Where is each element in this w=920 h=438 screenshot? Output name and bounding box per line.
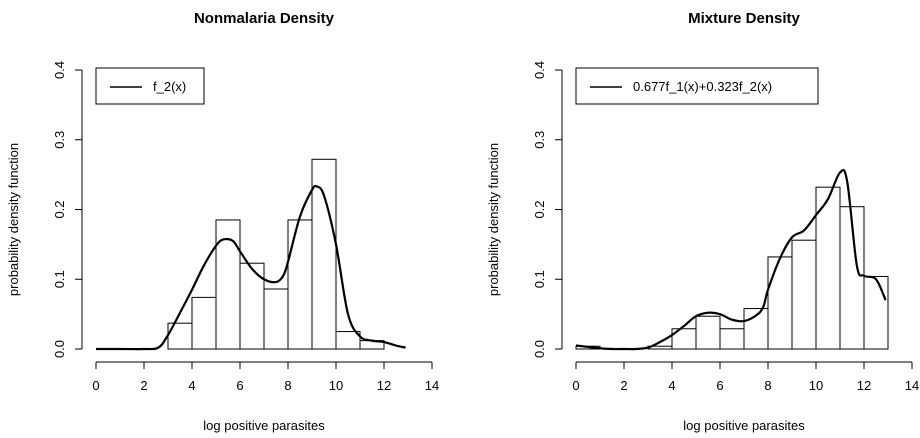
x-tick-label: 6 <box>236 378 243 393</box>
x-tick-label: 12 <box>377 378 391 393</box>
legend-label: f_2(x) <box>153 79 186 94</box>
histogram-bar <box>311 158 337 350</box>
y-tick-label: 0.3 <box>52 131 67 149</box>
histogram-bar <box>695 315 721 350</box>
y-axis-label: probability density function <box>6 143 21 296</box>
x-tick-label: 14 <box>905 378 919 393</box>
histogram-bar <box>263 288 289 350</box>
y-tick-label: 0.0 <box>532 340 547 358</box>
x-tick-label: 0 <box>92 378 99 393</box>
panel-1: Nonmalaria Density 0 2 4 6 8 10 12 14 log positiv… <box>6 10 439 433</box>
x-tick-label: 12 <box>857 378 871 393</box>
histogram-bar <box>287 219 313 350</box>
x-tick-label: 2 <box>620 378 627 393</box>
x-axis-label: log positive parasites <box>683 418 805 433</box>
x-tick-label: 6 <box>716 378 723 393</box>
histogram-bar <box>791 239 817 350</box>
panel-2: Mixture Density 0 2 4 6 8 10 12 14 log positive p… <box>486 10 919 433</box>
y-axis-label: probability density function <box>486 143 501 296</box>
y-tick-label: 0.1 <box>52 270 67 288</box>
density-curve <box>96 184 406 351</box>
histogram-bar <box>191 296 217 350</box>
x-tick-label: 8 <box>284 378 291 393</box>
legend-label: 0.677f_1(x)+0.323f_2(x) <box>633 79 772 94</box>
x-tick-label: 4 <box>668 378 675 393</box>
x-tick-label: 2 <box>140 378 147 393</box>
y-tick-label: 0.4 <box>52 61 67 79</box>
histogram-bar <box>767 256 793 350</box>
histogram-bar <box>719 328 745 350</box>
chart-title: Mixture Density <box>688 10 800 27</box>
x-tick-label: 4 <box>188 378 195 393</box>
y-tick-label: 0.4 <box>532 61 547 79</box>
x-tick-label: 10 <box>809 378 823 393</box>
x-tick-label: 8 <box>764 378 771 393</box>
legend-box <box>95 67 205 105</box>
x-tick-label: 10 <box>329 378 343 393</box>
x-tick-label: 14 <box>425 378 439 393</box>
histogram-bar <box>863 275 889 350</box>
y-tick-label: 0.0 <box>52 340 67 358</box>
y-tick-label: 0.2 <box>532 200 547 218</box>
legend-box <box>575 67 819 105</box>
y-tick-label: 0.2 <box>52 200 67 218</box>
x-axis-label: log positive parasites <box>203 418 325 433</box>
density-curve <box>575 168 887 351</box>
x-tick-label: 0 <box>572 378 579 393</box>
chart-title: Nonmalaria Density <box>194 10 335 27</box>
y-tick-label: 0.1 <box>532 270 547 288</box>
y-tick-label: 0.3 <box>532 131 547 149</box>
